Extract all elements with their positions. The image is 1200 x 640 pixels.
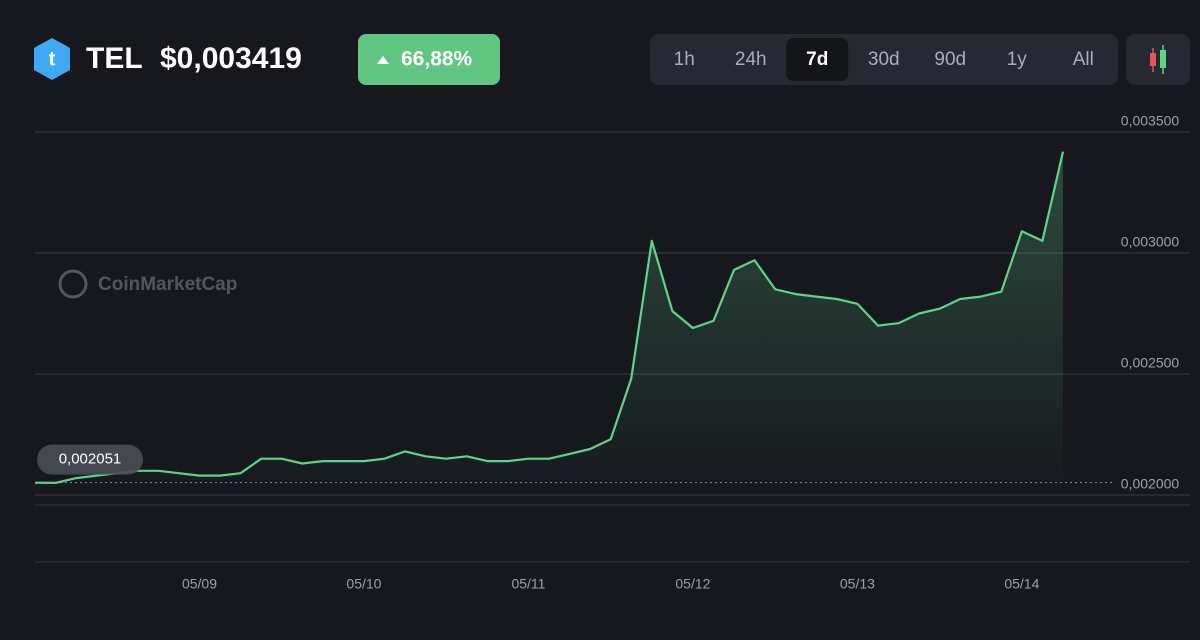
x-tick-label: 05/10	[346, 576, 381, 592]
price-line	[34, 151, 1065, 484]
change-badge	[358, 34, 500, 85]
up-arrow	[377, 56, 389, 64]
x-tick-label: 05/13	[840, 576, 875, 592]
watermark: CoinMarketCap	[58, 269, 237, 299]
range-button[interactable]: 90d	[934, 49, 966, 70]
watermark-text: CoinMarketCap	[98, 274, 237, 295]
x-tick-label: 05/14	[1004, 576, 1039, 592]
candle-toggle[interactable]	[1126, 34, 1190, 85]
y-tick-label: 0,003000	[1121, 234, 1180, 250]
range-button[interactable]: 7d	[806, 49, 828, 70]
range-active	[786, 38, 849, 81]
range-button[interactable]: 24h	[735, 49, 767, 70]
x-tick-label: 05/12	[675, 576, 710, 592]
y-tick-label: 0,002500	[1121, 355, 1180, 371]
range-selector	[650, 34, 1118, 85]
symbol: TEL	[86, 42, 143, 75]
y-tick-label: 0,002000	[1121, 476, 1180, 492]
range-button[interactable]: 30d	[868, 49, 900, 70]
x-tick-label: 05/11	[511, 576, 545, 592]
token-logo: t	[34, 38, 70, 80]
start-label: 0,002051	[59, 451, 122, 468]
price-area	[35, 151, 1063, 495]
start-label-bg	[37, 444, 143, 475]
range-button[interactable]: 1y	[1007, 49, 1028, 70]
svg-text:t: t	[49, 48, 56, 70]
price: $0,003419	[160, 42, 302, 75]
range-button[interactable]: 1h	[674, 49, 695, 70]
x-tick-label: 05/09	[182, 576, 217, 592]
candle-icon	[1150, 45, 1166, 74]
range-button[interactable]: All	[1073, 49, 1094, 70]
y-tick-label: 0,003500	[1121, 113, 1180, 129]
change: 66,88%	[401, 48, 473, 71]
